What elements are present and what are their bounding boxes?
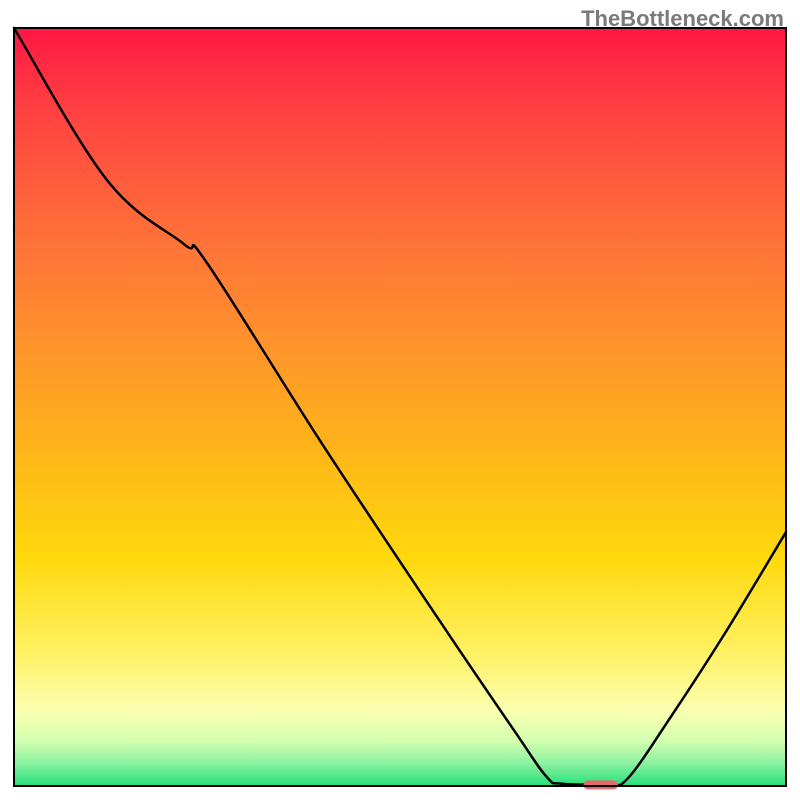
- gradient-background: [14, 28, 786, 786]
- watermark-text: TheBottleneck.com: [581, 6, 784, 32]
- optimal-marker: [583, 780, 618, 789]
- chart-container: TheBottleneck.com: [0, 0, 800, 800]
- bottleneck-chart: [0, 0, 800, 800]
